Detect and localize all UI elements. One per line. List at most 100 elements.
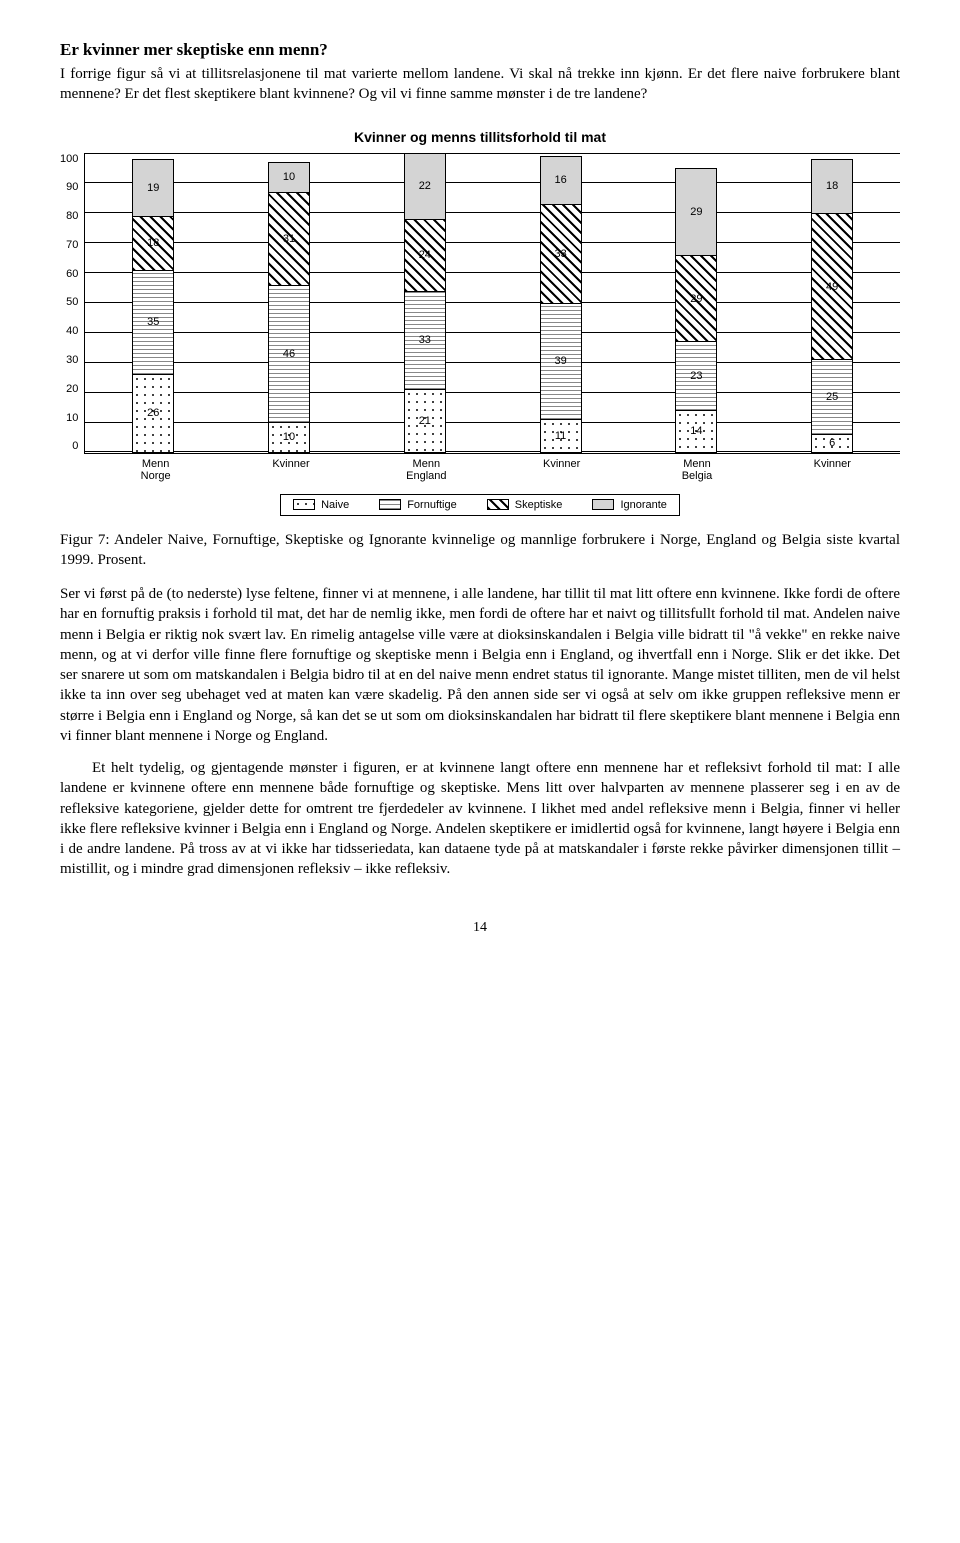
figure-caption: Figur 7: Andeler Naive, Fornuftige, Skep…: [60, 530, 900, 571]
x-tick-label: Kvinner: [494, 454, 629, 482]
y-tick-label: 0: [72, 440, 78, 452]
x-tick-label: MennEngland: [359, 454, 494, 482]
legend-label: Naive: [321, 499, 349, 511]
segment-ignorante: 22: [405, 154, 445, 220]
chart: 0102030405060708090100 26351819104631102…: [60, 153, 900, 516]
segment-value: 33: [419, 334, 431, 346]
stacked-bar: 26 35 18 19: [132, 159, 174, 453]
page-number: 14: [60, 920, 900, 936]
section-heading: Er kvinner mer skeptiske enn menn?: [60, 40, 900, 60]
segment-naive: 6: [812, 434, 852, 452]
x-tick-label: MennNorge: [88, 454, 223, 482]
segment-value: 39: [554, 355, 566, 367]
legend-label: Ignorante: [620, 499, 666, 511]
y-tick-label: 40: [66, 325, 78, 337]
y-tick-label: 30: [66, 354, 78, 366]
segment-fornuftige: 46: [269, 285, 309, 422]
stacked-bar: 14 23 29 29: [675, 168, 717, 453]
segment-fornuftige: 35: [133, 270, 173, 374]
legend-label: Fornuftige: [407, 499, 457, 511]
segment-value: 21: [419, 415, 431, 427]
legend-item-ignorante: Ignorante: [592, 499, 666, 511]
intro-paragraph: I forrige figur så vi at tillitsrelasjon…: [60, 64, 900, 105]
y-tick-label: 100: [60, 153, 78, 165]
segment-value: 29: [690, 293, 702, 305]
legend: Naive Fornuftige Skeptiske Ignorante: [280, 494, 680, 516]
segment-value: 10: [283, 171, 295, 183]
segment-skeptiske: 31: [269, 192, 309, 284]
x-tick-label: Kvinner: [223, 454, 358, 482]
segment-value: 23: [690, 370, 702, 382]
plot-area: 26 35 18 19 10 46 31 10 21 33 24 22 11 39 33 16 14 23 29 29…: [84, 153, 900, 454]
segment-value: 49: [826, 281, 838, 293]
legend-swatch: [293, 499, 315, 510]
segment-naive: 10: [269, 422, 309, 452]
segment-ignorante: 16: [541, 157, 581, 205]
segment-naive: 21: [405, 389, 445, 452]
stacked-bar: 11 39 33 16: [540, 156, 582, 453]
legend-label: Skeptiske: [515, 499, 563, 511]
bar-group: 11 39 33 16: [493, 153, 629, 453]
y-tick-label: 70: [66, 239, 78, 251]
y-tick-label: 90: [66, 181, 78, 193]
segment-value: 19: [147, 182, 159, 194]
legend-swatch: [487, 499, 509, 510]
legend-item-skeptiske: Skeptiske: [487, 499, 563, 511]
body-paragraph-1: Ser vi først på de (to nederste) lyse fe…: [60, 584, 900, 746]
segment-ignorante: 18: [812, 160, 852, 214]
segment-fornuftige: 25: [812, 359, 852, 433]
legend-swatch: [379, 499, 401, 510]
x-axis: MennNorgeKvinnerMennEnglandKvinnerMennBe…: [88, 454, 900, 482]
bar-group: 21 33 24 22: [357, 153, 493, 453]
bar-group: 26 35 18 19: [85, 153, 221, 453]
segment-ignorante: 10: [269, 163, 309, 193]
segment-value: 18: [147, 237, 159, 249]
segment-fornuftige: 39: [541, 303, 581, 419]
segment-value: 35: [147, 316, 159, 328]
segment-value: 24: [419, 249, 431, 261]
segment-skeptiske: 24: [405, 219, 445, 291]
stacked-bar: 21 33 24 22: [404, 153, 446, 453]
y-tick-label: 20: [66, 383, 78, 395]
segment-value: 10: [283, 431, 295, 443]
segment-ignorante: 19: [133, 160, 173, 217]
x-tick-label: MennBelgia: [629, 454, 764, 482]
y-tick-label: 50: [66, 296, 78, 308]
legend-swatch: [592, 499, 614, 510]
segment-value: 14: [690, 425, 702, 437]
chart-title: Kvinner og menns tillitsforhold til mat: [60, 129, 900, 145]
bar-group: 10 46 31 10: [221, 153, 357, 453]
y-tick-label: 60: [66, 268, 78, 280]
bar-group: 14 23 29 29: [628, 153, 764, 453]
segment-value: 31: [283, 233, 295, 245]
y-axis: 0 10 20 30 40 50 60 70 80 90 100: [60, 153, 84, 453]
bars-container: 26 35 18 19 10 46 31 10 21 33 24 22 11 39 33 16 14 23 29 29…: [85, 153, 900, 453]
segment-fornuftige: 33: [405, 291, 445, 389]
segment-skeptiske: 49: [812, 213, 852, 359]
segment-value: 25: [826, 391, 838, 403]
stacked-bar: 10 46 31 10: [268, 162, 310, 453]
segment-value: 16: [554, 174, 566, 186]
legend-item-fornuftige: Fornuftige: [379, 499, 457, 511]
segment-value: 46: [283, 348, 295, 360]
legend-item-naive: Naive: [293, 499, 349, 511]
segment-value: 6: [829, 437, 835, 449]
segment-naive: 14: [676, 410, 716, 452]
stacked-bar: 6 25 49 18: [811, 159, 853, 453]
y-tick-label: 10: [66, 412, 78, 424]
segment-value: 26: [147, 407, 159, 419]
segment-value: 11: [555, 430, 566, 442]
segment-value: 22: [419, 180, 431, 192]
segment-ignorante: 29: [676, 169, 716, 255]
body-paragraph-2: Et helt tydelig, og gjentagende mønster …: [60, 758, 900, 880]
segment-naive: 11: [541, 419, 581, 452]
segment-value: 18: [826, 180, 838, 192]
segment-skeptiske: 33: [541, 204, 581, 302]
x-tick-label: Kvinner: [765, 454, 900, 482]
segment-naive: 26: [133, 374, 173, 451]
segment-value: 33: [554, 248, 566, 260]
segment-value: 29: [690, 206, 702, 218]
y-tick-label: 80: [66, 210, 78, 222]
bar-group: 6 25 49 18: [764, 153, 900, 453]
segment-skeptiske: 18: [133, 216, 173, 270]
